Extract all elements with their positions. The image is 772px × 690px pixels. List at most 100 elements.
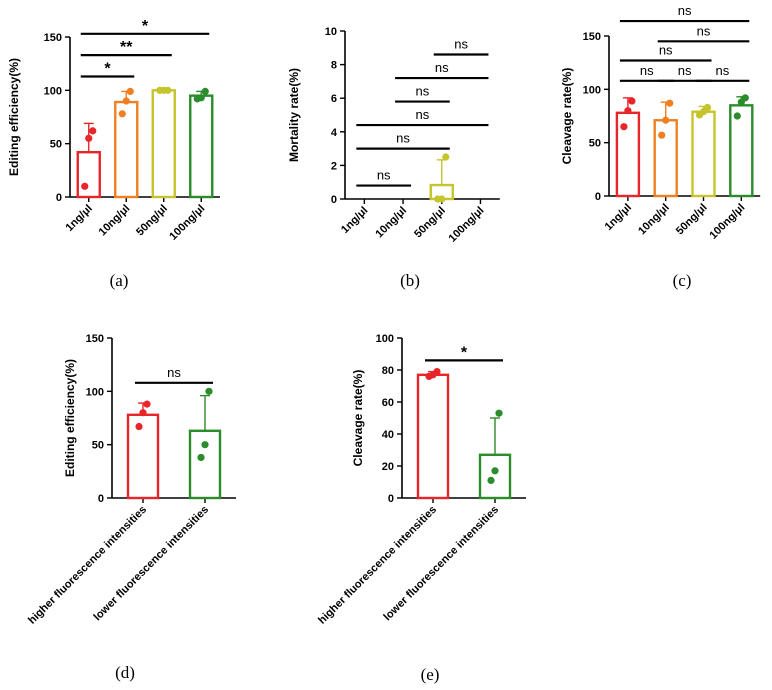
y-tick-label: 0 xyxy=(98,493,104,505)
data-point xyxy=(628,97,636,105)
data-point xyxy=(201,441,209,449)
y-tick-label: 0 xyxy=(595,191,601,203)
chart-panel-e: 0 20 40 60 80 100 Cleavage rate(%) higher fluor… xyxy=(316,333,526,684)
significance-label: ns xyxy=(435,60,449,75)
panel-label: (c) xyxy=(673,271,692,290)
data-point xyxy=(81,182,89,190)
y-tick-label: 0 xyxy=(56,192,62,204)
y-tick-label: 0 xyxy=(388,493,394,505)
bar xyxy=(615,111,641,198)
panel-label: (e) xyxy=(421,665,440,684)
data-point xyxy=(733,112,741,120)
y-tick-label: 150 xyxy=(583,31,601,43)
data-point xyxy=(126,87,134,95)
significance-label: * xyxy=(142,18,149,35)
data-point xyxy=(703,103,712,112)
data-point xyxy=(135,422,143,431)
significance-label: ns xyxy=(167,365,181,380)
category-label: 1ng/μl xyxy=(603,202,634,233)
data-point xyxy=(197,453,205,462)
chart-panel-b: 0 2 4 6 8 10 Mortality rate(%) 1ng/μl 10ng/μl 50n… xyxy=(287,26,500,290)
data-point xyxy=(658,131,666,139)
data-point xyxy=(89,127,97,135)
data-point xyxy=(491,467,499,475)
category-label: 50ng/μl xyxy=(412,205,448,241)
category-label: 100ng/μl xyxy=(447,205,487,245)
y-tick-label: 100 xyxy=(376,333,394,345)
y-tick-label: 0 xyxy=(331,194,337,206)
panel-label: (b) xyxy=(400,271,420,290)
category-label: 50ng/μl xyxy=(134,203,170,239)
y-tick-label: 100 xyxy=(44,85,62,97)
data-point xyxy=(143,400,151,408)
bar xyxy=(478,453,512,500)
category-label: 1ng/μl xyxy=(63,203,94,234)
y-axis-label: Cleavage rate(%) xyxy=(351,370,365,467)
bar xyxy=(76,150,101,199)
bar xyxy=(151,89,176,199)
data-point xyxy=(666,99,674,107)
y-tick-label: 60 xyxy=(382,397,394,409)
data-point xyxy=(662,116,670,124)
category-label: 100ng/μl xyxy=(167,203,207,243)
data-point xyxy=(122,97,130,105)
significance-label: ns xyxy=(659,43,673,58)
y-tick-label: 150 xyxy=(86,333,104,345)
chart-panel-c: 0 50 100 150 Cleavage rate(%) 1ng/μl 10ng/μl 50… xyxy=(560,3,761,290)
y-tick-label: 100 xyxy=(86,386,104,398)
bar xyxy=(691,110,716,198)
panel-label: (a) xyxy=(110,271,129,290)
category-label: 100ng/μl xyxy=(707,202,747,242)
bar xyxy=(729,104,754,198)
data-point xyxy=(495,409,503,417)
data-point xyxy=(487,476,495,484)
category-label: 10ng/μl xyxy=(97,203,133,239)
chart-panel-d: 0 50 100 150 Editing efficiency(%) higher flu… xyxy=(26,333,236,682)
y-axis-label: Editing efficiency(%) xyxy=(7,58,21,176)
y-tick-label: 50 xyxy=(50,139,62,151)
significance-label: ns xyxy=(716,63,730,78)
y-tick-label: 80 xyxy=(382,365,394,377)
significance-label: ns xyxy=(678,3,692,18)
panel-label: (d) xyxy=(115,663,135,682)
significance-label: * xyxy=(104,60,111,77)
y-tick-label: 40 xyxy=(382,429,394,441)
y-tick-label: 2 xyxy=(331,160,337,172)
category-label: lower fluorescence intensities xyxy=(382,504,502,624)
significance-label: ns xyxy=(416,107,430,122)
bar xyxy=(188,429,222,500)
category-label: 1ng/μl xyxy=(339,205,370,236)
category-label: lower fluorescence intensities xyxy=(92,504,212,624)
y-tick-label: 50 xyxy=(92,440,104,452)
data-point xyxy=(139,409,147,417)
bar xyxy=(126,413,160,500)
significance-label: ns xyxy=(454,37,468,52)
significance-label: ns xyxy=(416,84,430,99)
significance-label: ns xyxy=(678,63,692,78)
y-axis-label: Editing efficiency(%) xyxy=(63,359,77,477)
category-label: higher fluorescence intensities xyxy=(316,504,439,627)
y-axis-label: Mortality rate(%) xyxy=(287,68,301,162)
chart-panel-a: 0 50 100 150 Editing efficiency(%) 1ng/μl 10ng… xyxy=(7,18,220,290)
data-point xyxy=(205,387,213,395)
data-point xyxy=(85,134,93,142)
data-point xyxy=(620,123,628,131)
data-point xyxy=(741,94,749,102)
category-label: 50ng/μl xyxy=(674,202,710,238)
category-label: 10ng/μl xyxy=(636,202,672,238)
bar xyxy=(416,373,450,500)
y-axis-label: Cleavage rate(%) xyxy=(560,68,574,165)
significance-label: ns xyxy=(377,168,391,183)
data-point xyxy=(433,368,441,376)
bar xyxy=(189,94,214,199)
y-tick-label: 150 xyxy=(44,32,62,44)
data-point xyxy=(201,87,209,95)
y-tick-label: 10 xyxy=(325,26,337,38)
significance-label: ns xyxy=(640,63,654,78)
significance-label: ** xyxy=(120,39,133,56)
significance-label: ns xyxy=(697,23,711,38)
data-point xyxy=(118,110,126,118)
significance-label: ns xyxy=(396,131,410,146)
data-point xyxy=(624,107,632,115)
